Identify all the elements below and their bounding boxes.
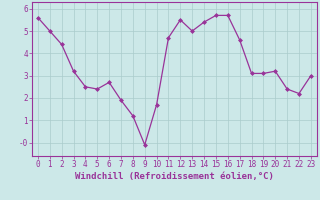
X-axis label: Windchill (Refroidissement éolien,°C): Windchill (Refroidissement éolien,°C)	[75, 172, 274, 181]
